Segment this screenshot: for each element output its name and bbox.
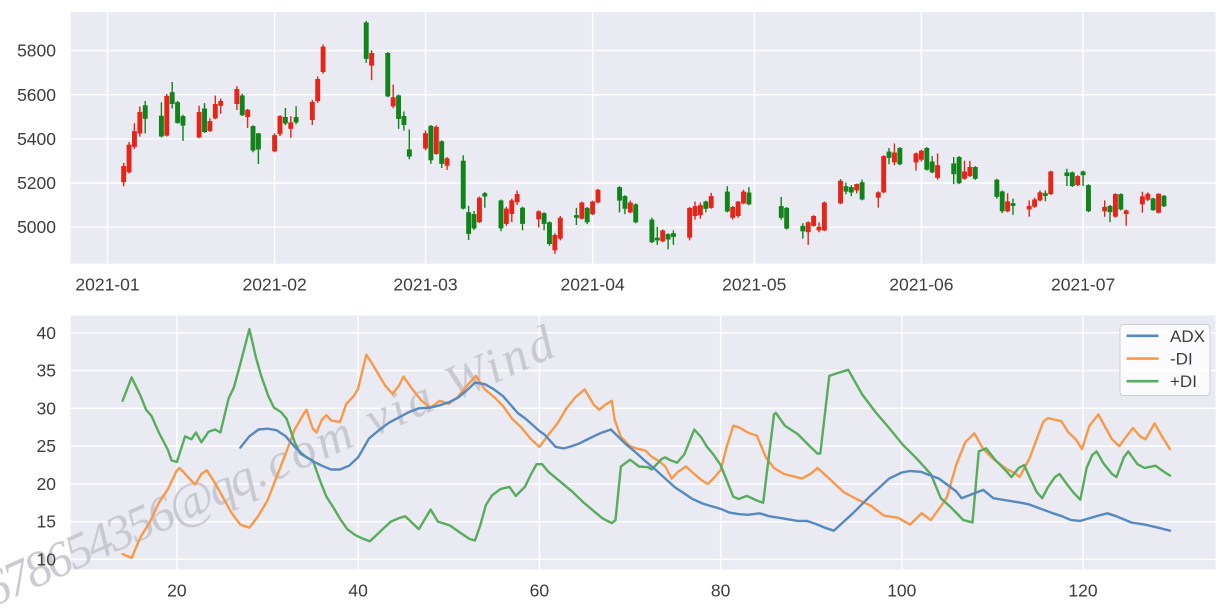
svg-text:2021-04: 2021-04 [560, 275, 624, 295]
svg-text:2021-05: 2021-05 [722, 275, 786, 295]
svg-text:2021-07: 2021-07 [1051, 275, 1115, 295]
svg-text:10: 10 [37, 549, 57, 569]
svg-text:5600: 5600 [17, 85, 56, 105]
svg-text:2021-02: 2021-02 [242, 275, 306, 295]
svg-text:20: 20 [37, 474, 57, 494]
svg-text:120: 120 [1068, 581, 1097, 601]
svg-text:30: 30 [37, 398, 57, 418]
svg-text:5000: 5000 [17, 217, 56, 237]
svg-text:2021-03: 2021-03 [393, 275, 457, 295]
svg-text:35: 35 [37, 361, 56, 381]
svg-text:+DI: +DI [1170, 372, 1197, 391]
svg-text:40: 40 [37, 323, 57, 343]
svg-text:2021-06: 2021-06 [889, 275, 953, 295]
svg-text:-DI: -DI [1170, 350, 1193, 369]
svg-text:25: 25 [37, 436, 56, 456]
svg-text:5800: 5800 [17, 41, 56, 61]
svg-text:5200: 5200 [17, 173, 56, 193]
svg-text:20: 20 [167, 581, 187, 601]
svg-text:2021-01: 2021-01 [75, 275, 139, 295]
svg-text:15: 15 [37, 512, 56, 532]
svg-text:ADX: ADX [1170, 327, 1205, 346]
svg-text:60: 60 [530, 581, 550, 601]
svg-text:40: 40 [348, 581, 368, 601]
svg-text:5400: 5400 [17, 129, 56, 149]
svg-text:80: 80 [711, 581, 731, 601]
svg-text:100: 100 [887, 581, 916, 601]
